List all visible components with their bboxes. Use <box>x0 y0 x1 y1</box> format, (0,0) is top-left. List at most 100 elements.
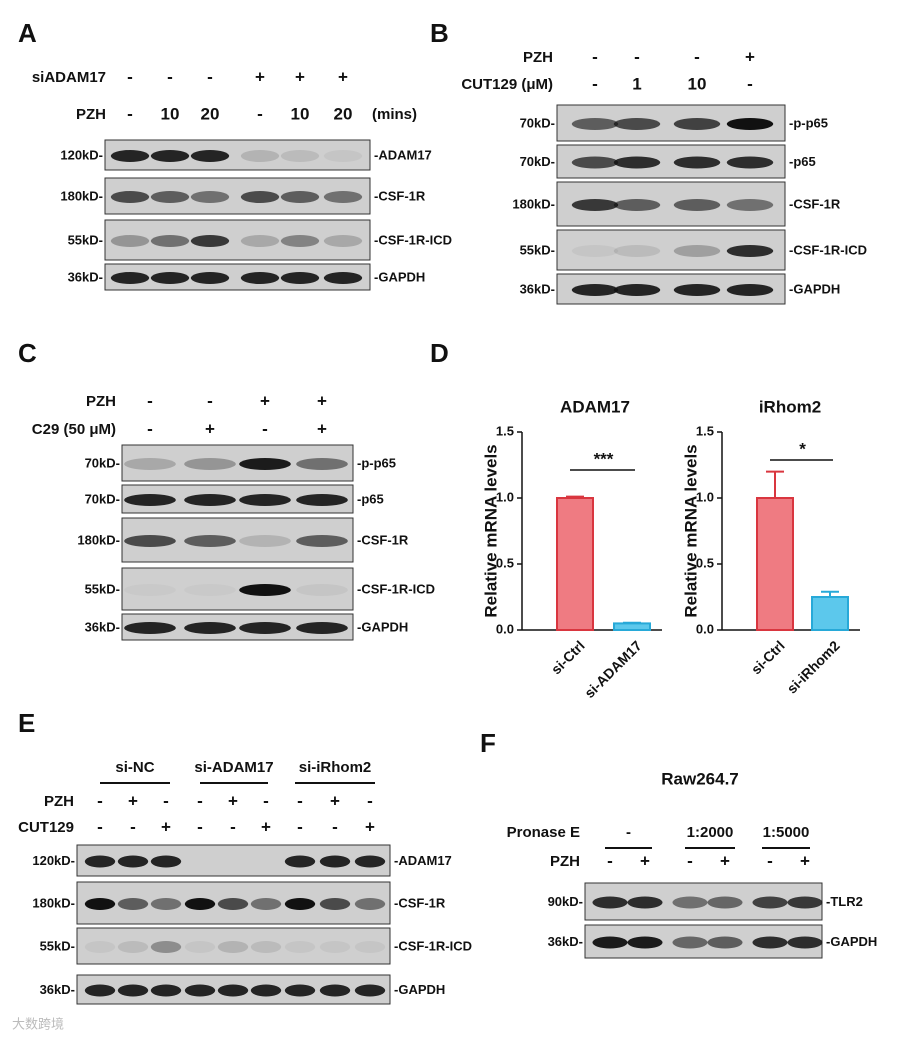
bar <box>811 596 849 631</box>
protein-name: -CSF-1R <box>394 895 446 910</box>
blot-strip <box>76 927 391 965</box>
condition-cell: + <box>128 791 138 810</box>
condition-cell: - <box>127 67 133 86</box>
blot-band <box>124 494 176 506</box>
molecular-weight: 55kD- <box>520 242 555 257</box>
y-tick-label: 1.0 <box>696 489 714 504</box>
condition-cell: - <box>297 817 303 836</box>
molecular-weight: 36kD- <box>40 982 75 997</box>
condition-cell: + <box>261 817 271 836</box>
panel-letter: B <box>430 18 449 48</box>
protein-name: -GAPDH <box>394 982 445 997</box>
condition-cell: - <box>367 791 373 810</box>
blot-band <box>84 941 116 953</box>
blot-band <box>150 235 190 247</box>
blot-band <box>319 984 351 997</box>
blot-band <box>673 284 721 296</box>
blot-band <box>592 896 628 909</box>
blot-band <box>84 855 116 868</box>
protein-name: -CSF-1R <box>357 532 409 547</box>
blot-band <box>184 622 236 634</box>
blot-band <box>627 896 663 909</box>
blot-band <box>354 855 386 868</box>
y-tick-label: 0.0 <box>496 621 514 636</box>
molecular-weight: 55kD- <box>85 581 120 596</box>
y-axis-label: Relative mRNA levels <box>481 444 500 617</box>
protein-name: -CSF-1R-ICD <box>357 581 435 596</box>
condition-label: PZH <box>550 853 580 870</box>
blot-band <box>239 584 291 596</box>
blot-band <box>280 150 320 162</box>
blot-band <box>280 272 320 284</box>
blot-band <box>571 284 619 296</box>
blot-band <box>726 118 774 130</box>
blot-band <box>284 941 316 953</box>
molecular-weight: 180kD- <box>60 188 103 203</box>
molecular-weight: 36kD- <box>85 619 120 634</box>
blot-band <box>239 622 291 634</box>
condition-cell: + <box>228 791 238 810</box>
blot-band <box>354 898 386 910</box>
blot-band <box>319 898 351 910</box>
blot-band <box>613 284 661 296</box>
protein-name: -CSF-1R-ICD <box>394 938 472 953</box>
blot-band <box>707 896 743 909</box>
protein-name: -p-p65 <box>789 115 828 130</box>
condition-label: PZH <box>44 793 74 810</box>
blot-band <box>150 941 182 953</box>
condition-cell: - <box>694 47 700 66</box>
panel-letter: E <box>18 708 35 738</box>
blot-band <box>240 191 280 203</box>
blot-band <box>124 584 176 596</box>
blot-band <box>110 150 150 162</box>
protein-name: -p65 <box>789 154 816 169</box>
molecular-weight: 36kD- <box>520 281 555 296</box>
watermark: 大数跨境 <box>12 1016 64 1031</box>
blot-band <box>571 245 619 257</box>
condition-cell: - <box>262 419 268 438</box>
panel-title: Raw264.7 <box>661 769 739 788</box>
molecular-weight: 120kD- <box>60 147 103 162</box>
condition-cell: 10 <box>291 104 310 123</box>
blot-band <box>84 898 116 910</box>
condition-cell: - <box>257 104 263 123</box>
blot-band <box>284 898 316 910</box>
blot-band <box>239 535 291 547</box>
protein-name: -CSF-1R <box>374 188 426 203</box>
panel-letter: D <box>430 338 449 368</box>
condition-cell: + <box>745 47 755 66</box>
condition-cell: - <box>197 817 203 836</box>
condition-label: CUT129 (μM) <box>461 76 553 93</box>
molecular-weight: 36kD- <box>68 269 103 284</box>
condition-cell: - <box>197 791 203 810</box>
blot-band <box>673 245 721 257</box>
blot-band <box>613 156 661 169</box>
blot-band <box>571 118 619 130</box>
y-tick-label: 0.5 <box>696 555 714 570</box>
condition-cell: + <box>800 851 810 870</box>
protein-name: -p-p65 <box>357 455 396 470</box>
condition-cell: + <box>317 419 327 438</box>
blot-band <box>296 622 348 634</box>
condition-cell: - <box>747 74 753 93</box>
group-name: 1:5000 <box>763 824 810 841</box>
condition-cell: - <box>230 817 236 836</box>
group-name: si-iRhom2 <box>299 759 372 776</box>
blot-band <box>150 150 190 162</box>
blot-band <box>124 458 176 470</box>
condition-cell: - <box>767 851 773 870</box>
y-tick-label: 1.0 <box>496 489 514 504</box>
bar <box>613 622 651 632</box>
blot-band <box>613 118 661 130</box>
blot-band <box>190 150 230 162</box>
blot-band <box>673 156 721 169</box>
condition-cell: - <box>207 391 213 410</box>
condition-cell: + <box>205 419 215 438</box>
blot-band <box>752 936 788 949</box>
condition-label: C29 (50 μM) <box>32 421 116 438</box>
blot-band <box>571 156 619 169</box>
blot-band <box>613 199 661 211</box>
molecular-weight: 55kD- <box>40 938 75 953</box>
condition-cell: + <box>330 791 340 810</box>
